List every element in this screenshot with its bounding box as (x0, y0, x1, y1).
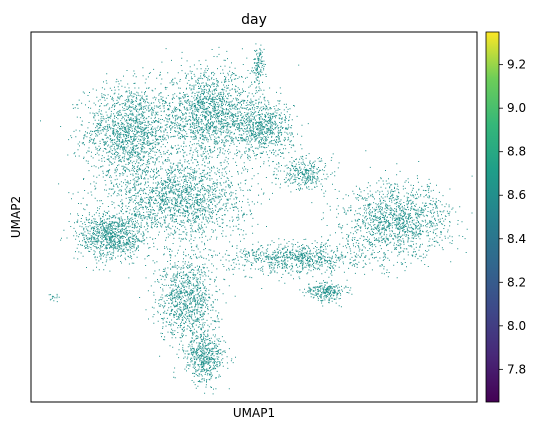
colorbar-tick-label: 8.4 (507, 232, 526, 246)
x-axis-label: UMAP1 (233, 406, 275, 420)
y-axis-label: UMAP2 (9, 196, 23, 238)
colorbar-tick-label: 9.2 (507, 58, 526, 72)
colorbar-tick-label: 8.8 (507, 145, 526, 159)
colorbar-tick-label: 8.6 (507, 188, 526, 202)
colorbar-tick-label: 8.0 (507, 319, 526, 333)
scatter-point-cloud (40, 43, 473, 395)
plot-frame (30, 31, 478, 403)
colorbar (485, 31, 500, 403)
scatter-points (40, 43, 473, 395)
colorbar-ticks: 7.8 8.0 8.2 8.4 8.6 8.8 9.0 9.2 (499, 58, 526, 376)
chart-title: day (241, 12, 267, 28)
colorbar-tick-label: 8.2 (507, 275, 526, 289)
colorbar-tick-label: 9.0 (507, 101, 526, 115)
colorbar-tick-label: 7.8 (507, 362, 526, 376)
